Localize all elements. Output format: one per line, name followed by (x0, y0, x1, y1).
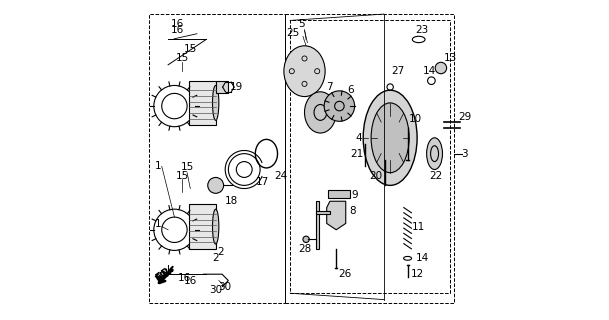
Bar (328, 190, 351, 198)
Text: 26: 26 (338, 269, 351, 279)
Text: 9: 9 (351, 190, 358, 200)
Text: 12: 12 (410, 269, 424, 279)
Ellipse shape (304, 92, 336, 133)
Text: 15: 15 (176, 53, 189, 63)
Circle shape (208, 178, 224, 193)
Text: FR.: FR. (155, 263, 177, 282)
Text: 22: 22 (429, 171, 443, 181)
Circle shape (435, 62, 446, 74)
Bar (189, 81, 216, 125)
Text: 24: 24 (275, 171, 287, 181)
Text: 15: 15 (184, 44, 197, 54)
Bar (216, 81, 228, 93)
Text: 13: 13 (444, 53, 457, 63)
Text: 20: 20 (369, 171, 382, 181)
Ellipse shape (371, 103, 409, 173)
Text: 19: 19 (230, 82, 243, 92)
Text: 16: 16 (184, 276, 197, 285)
Ellipse shape (213, 85, 219, 120)
Text: 30: 30 (209, 285, 222, 295)
Polygon shape (326, 201, 346, 230)
Ellipse shape (363, 90, 417, 185)
Text: 10: 10 (409, 114, 421, 124)
Text: 30: 30 (219, 282, 232, 292)
Ellipse shape (427, 138, 443, 170)
Text: 1: 1 (155, 161, 162, 171)
Text: 7: 7 (326, 82, 333, 92)
Text: 16: 16 (177, 273, 191, 283)
Text: 11: 11 (412, 222, 425, 232)
Text: FR.: FR. (153, 267, 174, 285)
Text: 27: 27 (392, 66, 405, 76)
Text: 6: 6 (347, 85, 354, 95)
Polygon shape (315, 201, 319, 249)
Text: 14: 14 (423, 66, 437, 76)
Polygon shape (315, 211, 330, 214)
Text: 21: 21 (350, 149, 363, 159)
Text: 25: 25 (286, 28, 300, 38)
Text: 16: 16 (171, 25, 185, 35)
Text: 23: 23 (415, 25, 429, 35)
Text: 8: 8 (349, 206, 356, 216)
Text: 2: 2 (213, 253, 219, 263)
Text: 16: 16 (171, 19, 185, 29)
Text: 28: 28 (298, 244, 311, 254)
Text: 15: 15 (180, 162, 194, 172)
Text: 5: 5 (298, 19, 304, 28)
Text: 18: 18 (225, 196, 239, 206)
Text: 4: 4 (355, 133, 362, 143)
Bar (189, 204, 216, 249)
Ellipse shape (213, 209, 219, 244)
Text: 17: 17 (255, 177, 269, 187)
Circle shape (303, 236, 309, 243)
Text: 14: 14 (416, 253, 429, 263)
Text: 1: 1 (155, 219, 162, 228)
Text: 15: 15 (176, 171, 189, 181)
Circle shape (324, 91, 354, 121)
Text: 29: 29 (459, 112, 471, 122)
Text: 2: 2 (217, 247, 224, 257)
Text: 3: 3 (462, 149, 468, 159)
Ellipse shape (284, 46, 325, 97)
